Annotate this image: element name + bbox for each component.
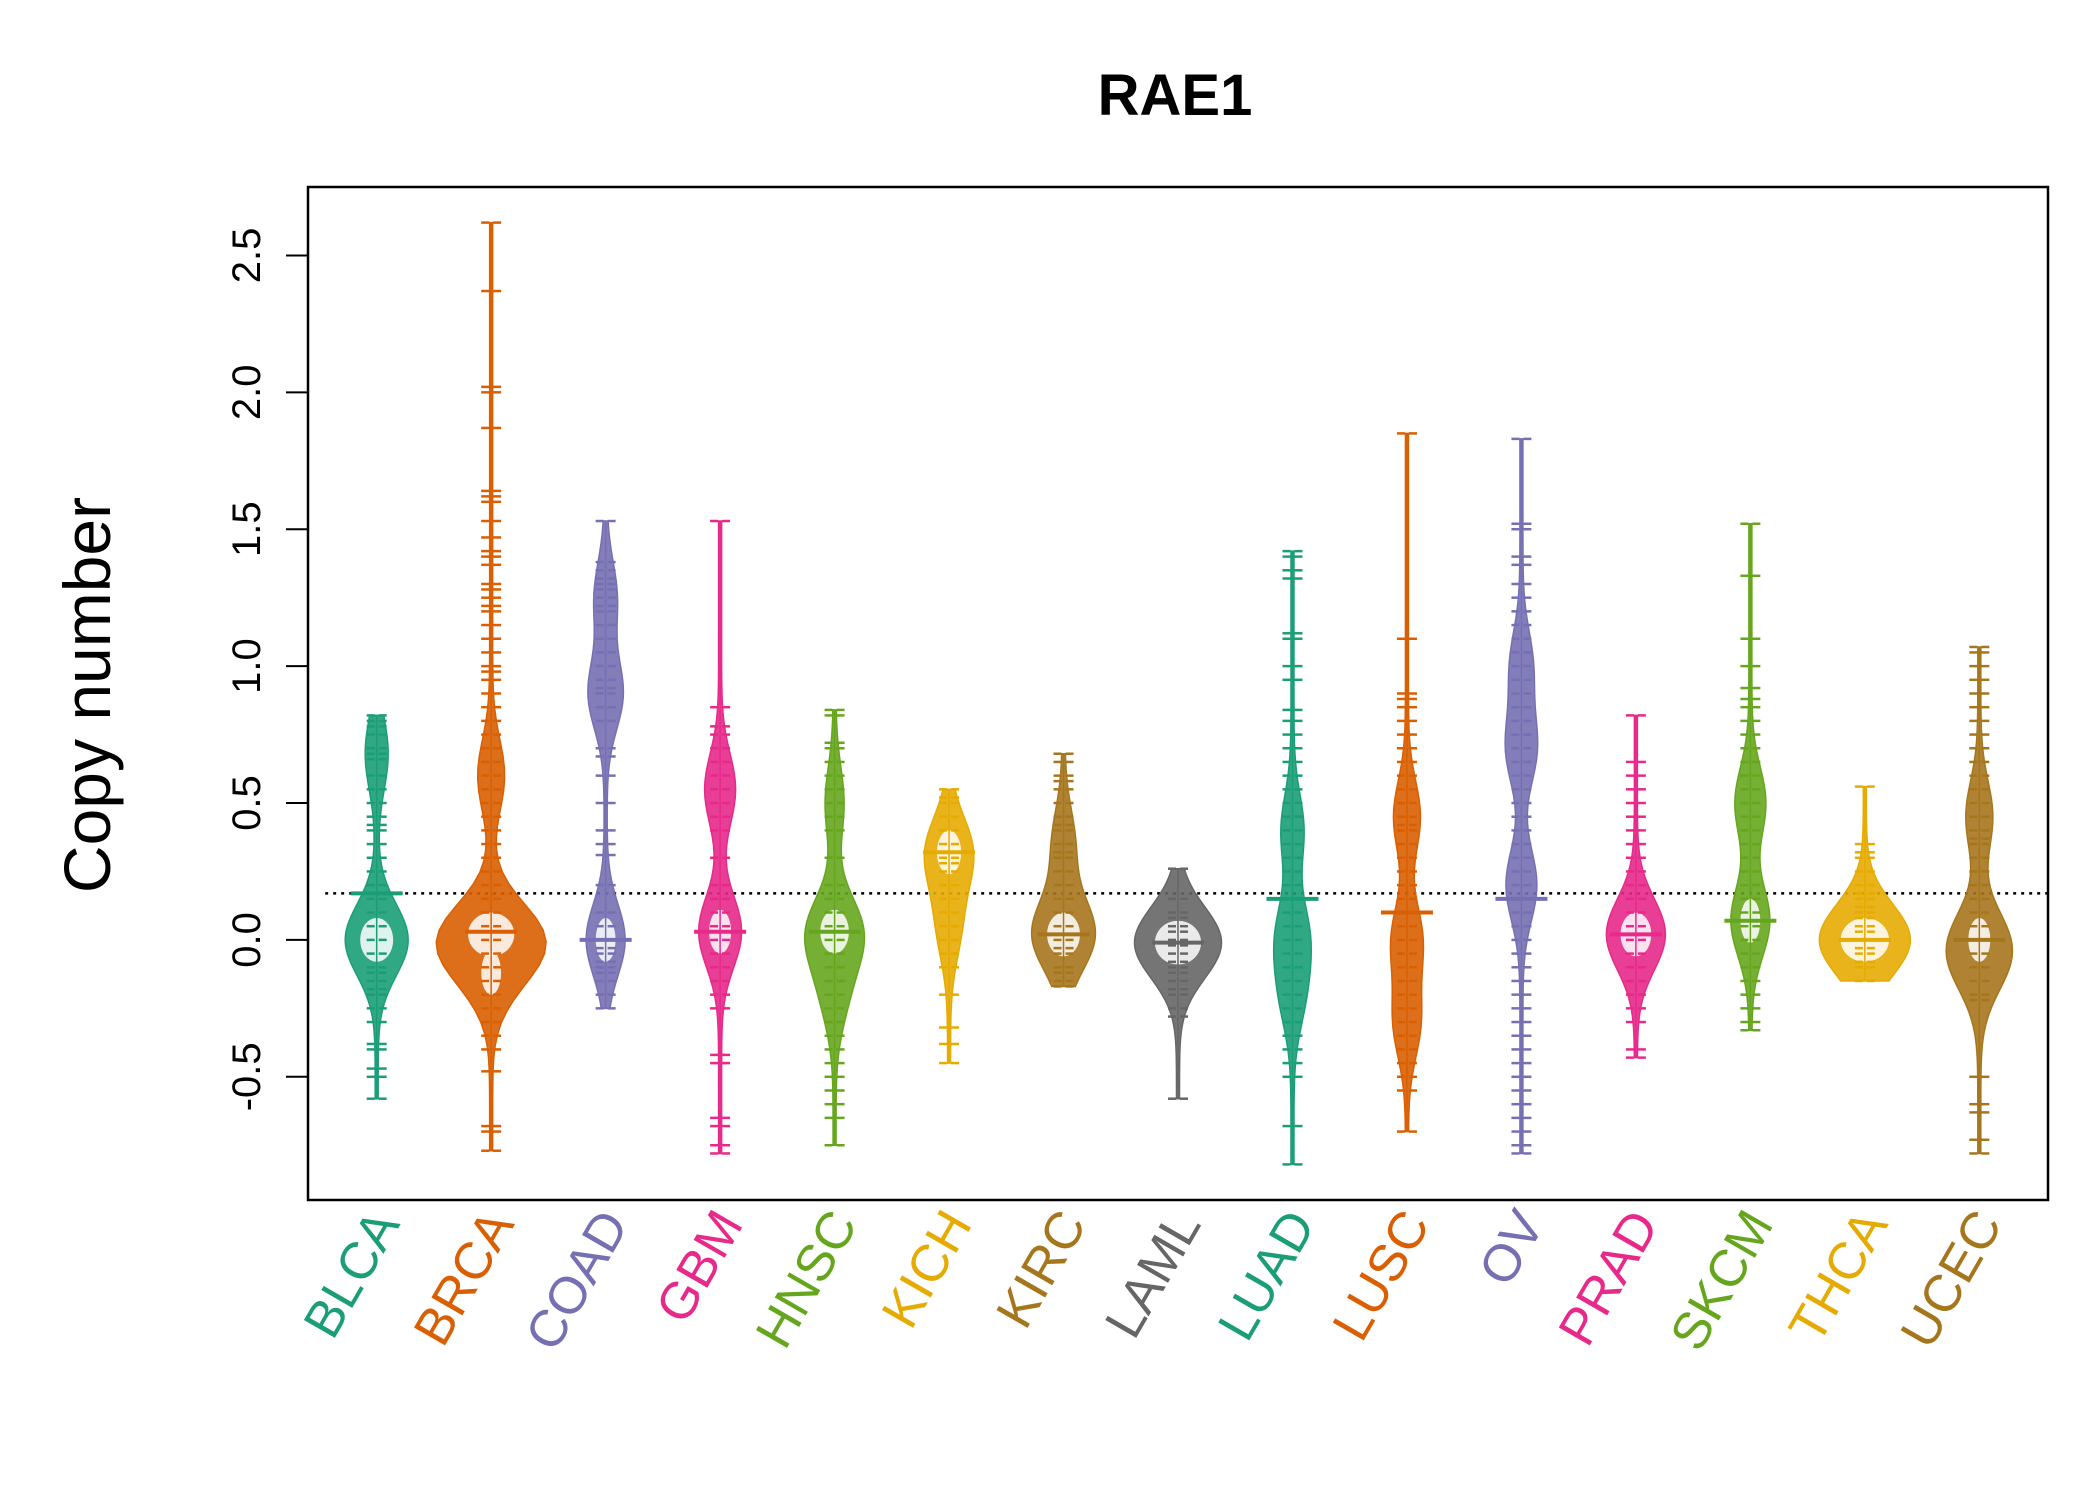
x-category-label: LUSC <box>1322 1201 1442 1350</box>
x-category-label: KIRC <box>986 1201 1098 1338</box>
bean-luad <box>1266 549 1319 1166</box>
y-tick-label: 0.0 <box>225 912 269 968</box>
bean-lusc <box>1380 432 1433 1133</box>
y-tick-label: 2.0 <box>225 365 269 421</box>
y-axis-label: Copy number <box>50 497 124 893</box>
x-category-label: GBM <box>645 1201 754 1333</box>
bean-prad <box>1605 714 1667 1059</box>
bean-ucec <box>1945 645 2014 1155</box>
bean-kich <box>923 788 976 1065</box>
x-category-label: PRAD <box>1548 1201 1670 1355</box>
y-tick-label: 0.5 <box>225 775 269 831</box>
bean-thca <box>1818 785 1912 983</box>
x-category-label: COAD <box>515 1201 640 1360</box>
x-category-label: SKCM <box>1659 1201 1784 1360</box>
chart-title: RAE1 <box>1098 63 1253 128</box>
bean-ov <box>1495 437 1548 1155</box>
x-category-label: UCEC <box>1890 1201 2014 1358</box>
bean-skcm <box>1724 522 1777 1032</box>
bean-brca <box>435 221 547 1152</box>
x-category-label: LAML <box>1094 1201 1212 1348</box>
x-category-label: OV <box>1468 1201 1556 1295</box>
bean-blca <box>344 714 409 1100</box>
x-category-label: BLCA <box>293 1201 411 1348</box>
bean-hnsc <box>803 708 866 1147</box>
y-tick-label: 1.5 <box>225 501 269 557</box>
x-category-label: HNSC <box>745 1201 869 1358</box>
bean-coad <box>579 519 632 1010</box>
x-category-label: BRCA <box>403 1201 526 1355</box>
bean-gbm <box>694 519 747 1155</box>
x-category-label: THCA <box>1778 1201 1899 1353</box>
y-tick-label: 2.5 <box>225 228 269 284</box>
bean-kirc <box>1030 752 1097 988</box>
y-tick-label: -0.5 <box>225 1042 269 1111</box>
x-category-label: KICH <box>871 1201 983 1338</box>
x-category-label: LUAD <box>1207 1201 1327 1350</box>
y-tick-label: 1.0 <box>225 638 269 694</box>
bean-laml <box>1133 867 1223 1100</box>
